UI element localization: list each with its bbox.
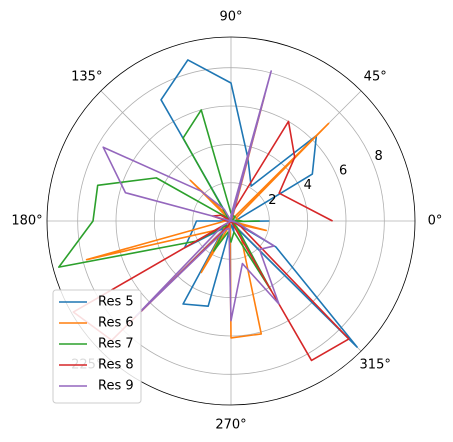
theta-tick-label: 180°: [11, 214, 42, 229]
series-line-res-9: [102, 70, 280, 322]
series-line-res-5: [160, 59, 358, 348]
polar-spine: [46, 36, 416, 406]
r-tick-label: 2: [268, 193, 276, 208]
theta-tick-label: 270°: [215, 418, 246, 433]
legend-label: Res 9: [98, 379, 134, 394]
theta-tick-label: 135°: [71, 69, 102, 84]
theta-tick-label: 0°: [428, 214, 443, 229]
theta-tick-label: 315°: [360, 358, 391, 373]
legend: Res 5 Res 6 Res 7 Res 8 Res 9: [52, 289, 142, 404]
legend-label: Res 8: [98, 358, 134, 373]
series-lines: [58, 59, 358, 362]
r-tick-label: 4: [304, 178, 312, 193]
outer-spine: [46, 36, 416, 406]
theta-tick-label: 45°: [364, 69, 387, 84]
r-tick-label: 6: [339, 164, 347, 179]
legend-frame: [52, 289, 142, 404]
legend-label: Res 5: [98, 295, 134, 310]
legend-label: Res 7: [98, 337, 134, 352]
legend-label: Res 6: [98, 316, 134, 331]
theta-tick-label: 90°: [219, 10, 242, 25]
r-tick-label: 8: [375, 149, 383, 164]
